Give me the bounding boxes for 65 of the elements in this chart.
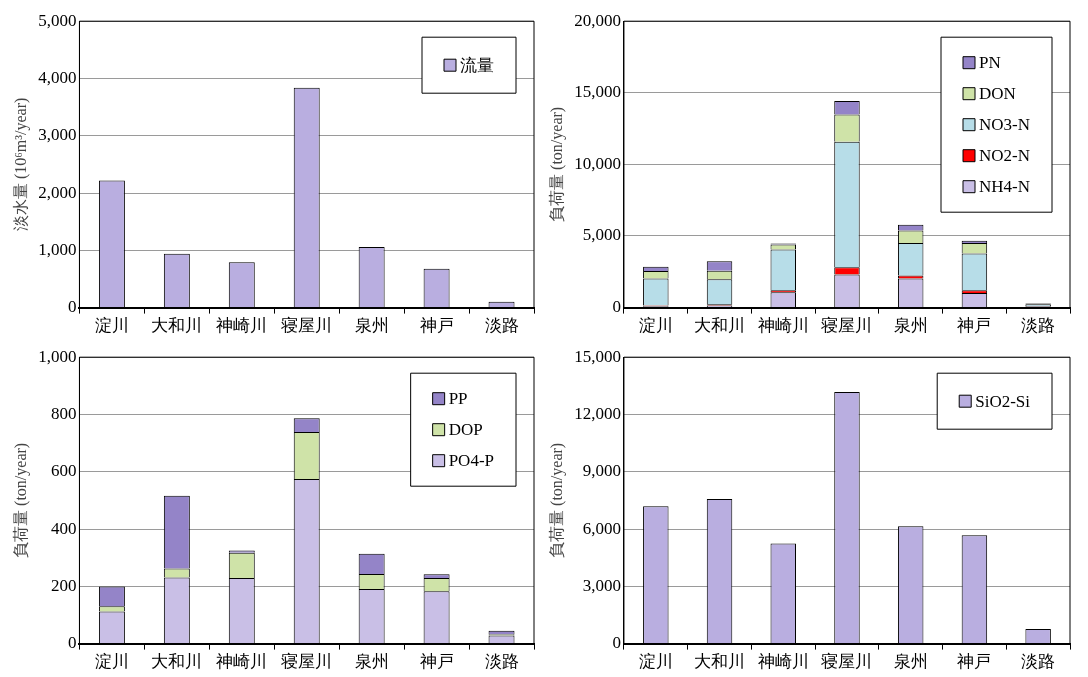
- y-axis-title: 負荷量 (ton/year): [11, 442, 30, 558]
- y-axis-title: 淡水量 (10⁶m³/year): [11, 97, 30, 232]
- y-tick-label: 3,000: [582, 575, 621, 595]
- y-tick-label: 6,000: [582, 518, 621, 538]
- y-tick-label: 3,000: [38, 125, 77, 145]
- x-tick-label: 淀川: [94, 316, 129, 336]
- legend-label: NO3-N: [979, 115, 1031, 135]
- x-tick-label: 淡路: [1021, 316, 1056, 336]
- y-tick-label: 0: [612, 633, 621, 653]
- y-tick-label: 1,000: [38, 239, 77, 259]
- legend-label: NO2-N: [979, 146, 1031, 166]
- x-tick-label: 大和川: [151, 652, 203, 672]
- x-tick-label: 大和川: [151, 316, 203, 336]
- y-tick-label: 5,000: [582, 225, 621, 245]
- x-tick-label: 寝屋川: [281, 652, 333, 672]
- y-tick-label: 0: [67, 297, 77, 317]
- y-axis-title: 負荷量 (ton/year): [547, 106, 566, 222]
- y-tick-label: 800: [50, 403, 77, 423]
- x-tick-label: 泉州: [354, 652, 389, 672]
- legend-label: SiO2-Si: [975, 391, 1031, 411]
- y-tick-label: 10,000: [574, 153, 621, 173]
- x-tick-label: 寝屋川: [281, 316, 333, 336]
- x-tick-label: 寝屋川: [821, 316, 873, 336]
- y-tick-label: 12,000: [574, 403, 621, 423]
- y-tick-label: 1,000: [38, 346, 77, 366]
- x-tick-label: 神戸: [419, 316, 454, 336]
- x-tick-label: 神戸: [957, 316, 992, 336]
- x-tick-label: 淡路: [1021, 652, 1056, 672]
- x-tick-label: 泉州: [354, 316, 389, 336]
- y-tick-label: 0: [67, 633, 77, 653]
- y-tick-label: 5,000: [38, 10, 77, 30]
- x-tick-label: 淀川: [638, 316, 673, 336]
- y-tick-label: 400: [50, 518, 77, 538]
- legend-label: PN: [979, 53, 1001, 73]
- x-tick-label: 神崎川: [757, 652, 809, 672]
- legend-label: NH4-N: [979, 177, 1031, 197]
- y-tick-label: 9,000: [582, 461, 621, 481]
- y-axis-title: 負荷量 (ton/year): [547, 442, 566, 558]
- x-tick-label: 泉州: [893, 316, 928, 336]
- y-tick-label: 20,000: [574, 10, 621, 30]
- y-tick-label: 200: [50, 575, 77, 595]
- legend-label: DOP: [448, 420, 483, 440]
- x-tick-label: 神戸: [419, 652, 454, 672]
- x-tick-label: 神崎川: [757, 316, 809, 336]
- x-tick-label: 神崎川: [216, 316, 268, 336]
- legend-label: 流量: [460, 55, 494, 75]
- y-tick-label: 2,000: [38, 182, 77, 202]
- y-tick-label: 4,000: [38, 67, 77, 87]
- x-tick-label: 淡路: [484, 652, 519, 672]
- y-tick-label: 600: [50, 461, 77, 481]
- x-tick-label: 泉州: [893, 652, 928, 672]
- y-tick-label: 15,000: [574, 346, 621, 366]
- x-tick-label: 大和川: [694, 652, 746, 672]
- x-tick-label: 神戸: [957, 652, 992, 672]
- legend-label: PO4-P: [448, 451, 495, 471]
- x-tick-label: 淡路: [484, 316, 519, 336]
- legend-label: DON: [979, 84, 1016, 104]
- x-tick-label: 神崎川: [216, 652, 268, 672]
- legend-label: PP: [448, 389, 468, 409]
- x-tick-label: 寝屋川: [821, 652, 873, 672]
- x-tick-label: 淀川: [94, 652, 129, 672]
- x-tick-label: 大和川: [694, 316, 746, 336]
- x-tick-label: 淀川: [638, 652, 673, 672]
- y-tick-label: 0: [612, 297, 621, 317]
- y-tick-label: 15,000: [574, 82, 621, 102]
